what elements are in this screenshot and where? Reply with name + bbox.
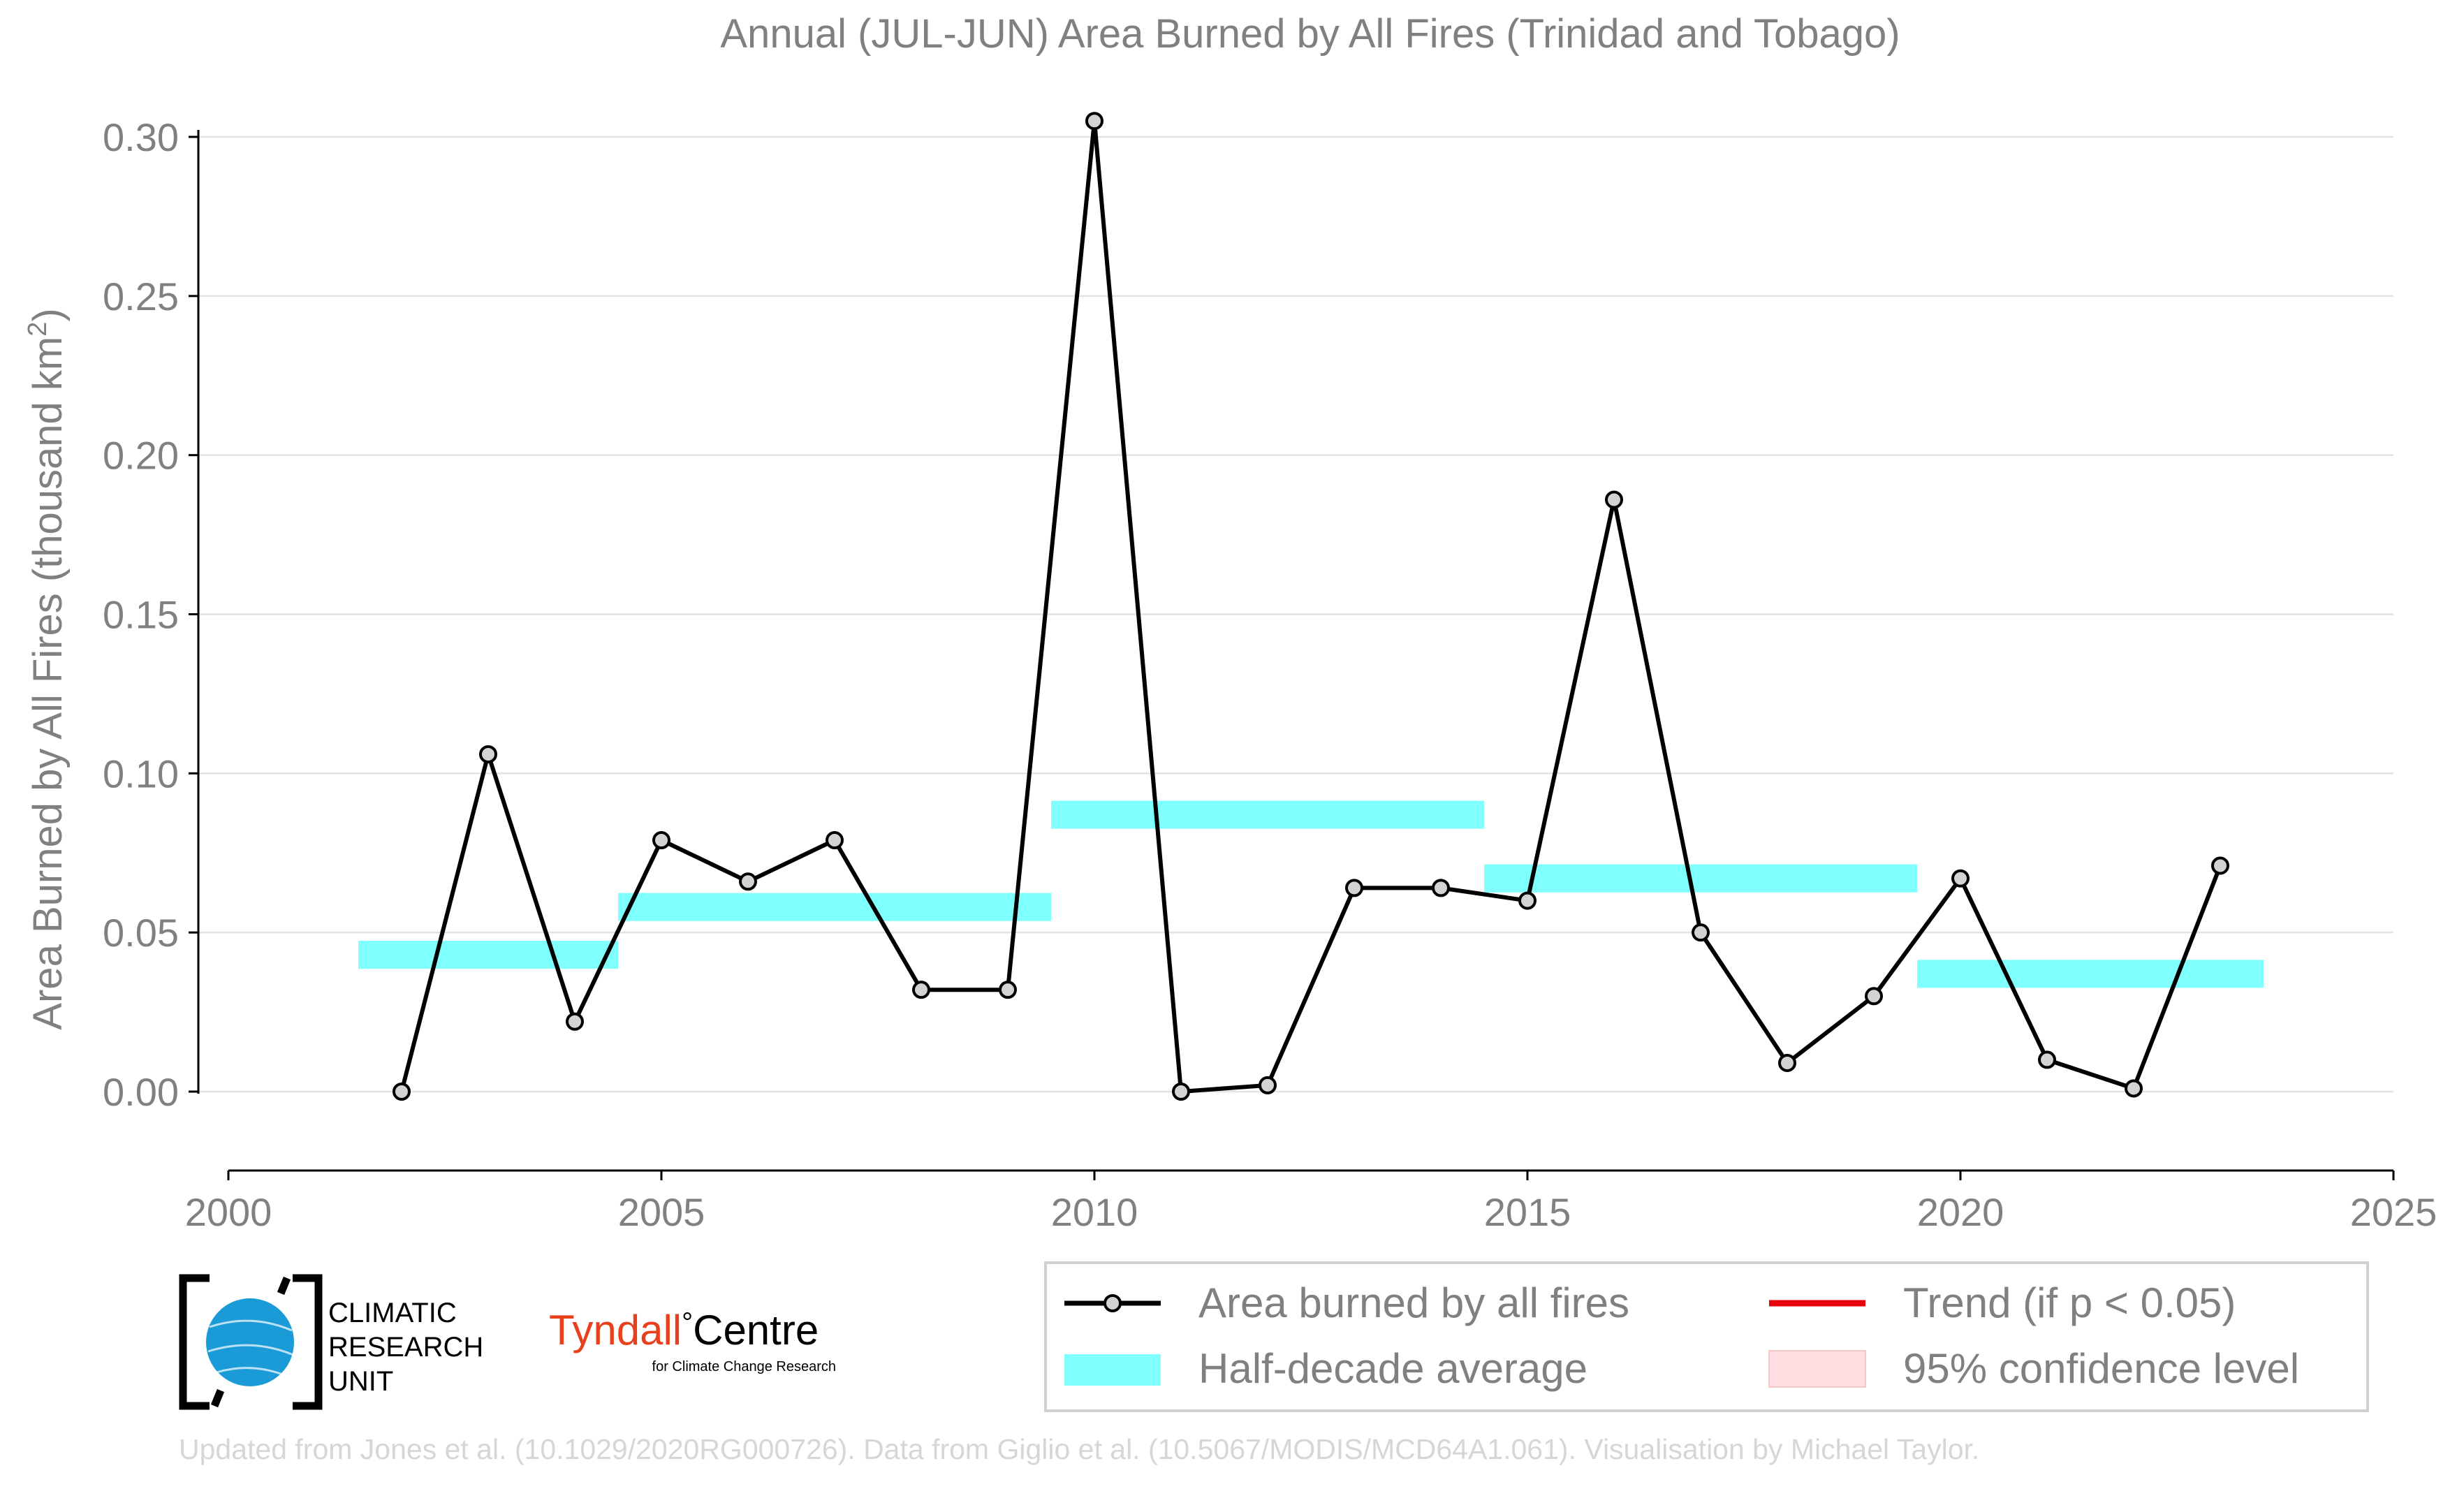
half-decade-bar-3: [1484, 864, 1917, 893]
series-line: [399, 119, 2222, 1094]
y-axis-label-text: Area Burned by All Fires (thousand km: [25, 337, 71, 1030]
series-line-group: [399, 119, 2222, 1094]
x-tick-label-0: 2000: [185, 1190, 272, 1234]
data-point-2017: [1692, 923, 1710, 942]
chart-title: Annual (JUL-JUN) Area Burned by All Fire…: [720, 11, 1900, 57]
cru-text-line-2: RESEARCH: [328, 1332, 483, 1363]
y-axis: 0.00 0.05 0.10 0.15 0.20 0.25 0.30: [103, 115, 200, 1114]
legend-half-swatch: [1064, 1354, 1161, 1386]
x-tick-label-4: 2020: [1917, 1190, 2004, 1234]
x-axis: 2000 2005 2010 2015 2020 2025: [185, 1169, 2437, 1234]
data-point-2019: [1865, 987, 1883, 1006]
legend-label-line: Area burned by all fires: [1198, 1279, 1629, 1326]
y-tick-label-2: 0.10: [103, 751, 179, 795]
y-tick-label-0: 0.00: [103, 1070, 179, 1114]
cru-logo: CLIMATIC RESEARCH UNIT: [179, 1274, 483, 1410]
half-decade-bar-1: [618, 893, 1051, 921]
legend: Area burned by all fires Trend (if p < 0…: [1044, 1261, 2369, 1412]
gridlines: [198, 135, 2393, 1093]
half-decade-bar-4: [1917, 960, 2264, 988]
y-tick-label-5: 0.25: [103, 274, 179, 318]
series-points: [393, 112, 2229, 1101]
data-point-2015: [1518, 891, 1537, 910]
legend-box: [1044, 1261, 2369, 1412]
data-point-2021: [2038, 1050, 2056, 1069]
data-point-2016: [1605, 490, 1623, 509]
half-decade-average-bars: [358, 800, 2264, 988]
x-tick-label-5: 2025: [2350, 1190, 2437, 1234]
tyndall-subtitle: for Climate Change Research: [652, 1359, 836, 1374]
data-point-2004: [566, 1012, 584, 1031]
data-point-2009: [999, 981, 1017, 999]
data-point-2006: [739, 872, 757, 891]
footer-credit: Updated from Jones et al. (10.1029/2020R…: [179, 1433, 1979, 1465]
cru-logo-bracket-right: [293, 1274, 323, 1410]
data-point-2008: [912, 981, 930, 999]
y-axis-label-superscript: 2: [23, 322, 52, 337]
y-axis-label-close: ): [25, 308, 71, 321]
data-point-2011: [1172, 1083, 1190, 1101]
legend-label-trend: Trend (if p < 0.05): [1903, 1279, 2236, 1326]
cru-globe-icon: [206, 1298, 294, 1386]
tyndall-logo-text: Tyndall°Centre: [549, 1307, 819, 1354]
half-decade-bar-2: [1051, 800, 1484, 829]
x-tick-label-1: 2005: [618, 1190, 705, 1234]
half-decade-bar-0: [358, 941, 618, 969]
data-point-2002: [393, 1083, 411, 1101]
data-point-2013: [1345, 879, 1363, 897]
y-tick-label-6: 0.30: [103, 115, 179, 159]
cru-globe-swirl: [207, 1319, 294, 1377]
data-point-2020: [1951, 869, 1970, 888]
cru-text-line-3: UNIT: [328, 1366, 393, 1397]
cru-logo-bracket-left: [179, 1274, 210, 1410]
legend-marker-swatch: [1103, 1294, 1122, 1312]
tyndall-logo: Tyndall°Centre for Climate Change Resear…: [549, 1307, 836, 1374]
data-point-2018: [1778, 1053, 1796, 1072]
legend-label-half: Half-decade average: [1198, 1345, 1587, 1392]
cru-text-line-1: CLIMATIC: [328, 1298, 457, 1328]
data-point-2023: [2211, 856, 2229, 875]
data-point-2003: [479, 744, 497, 763]
legend-label-ci: 95% confidence level: [1903, 1345, 2299, 1392]
cru-logo-bracket-slash-bottom: [210, 1388, 225, 1408]
tyndall-centre: Centre: [693, 1307, 819, 1354]
y-tick-label-1: 0.05: [103, 911, 179, 955]
legend-ci-swatch: [1768, 1350, 1866, 1388]
x-tick-label-3: 2015: [1484, 1190, 1571, 1234]
data-point-2010: [1085, 112, 1103, 131]
tyndall-degree: °: [682, 1307, 693, 1338]
y-tick-label-4: 0.20: [103, 434, 179, 478]
y-tick-label-3: 0.15: [103, 593, 179, 637]
data-point-2012: [1259, 1076, 1277, 1094]
y-axis-label: Area Burned by All Fires (thousand km2): [23, 308, 71, 1029]
tyndall-name: Tyndall: [549, 1307, 682, 1354]
x-tick-label-2: 2010: [1051, 1190, 1138, 1234]
data-point-2005: [652, 831, 670, 850]
data-point-2022: [2125, 1079, 2143, 1098]
data-point-2014: [1432, 879, 1450, 897]
cru-logo-bracket-slash-top: [277, 1276, 291, 1296]
data-point-2007: [826, 831, 844, 850]
